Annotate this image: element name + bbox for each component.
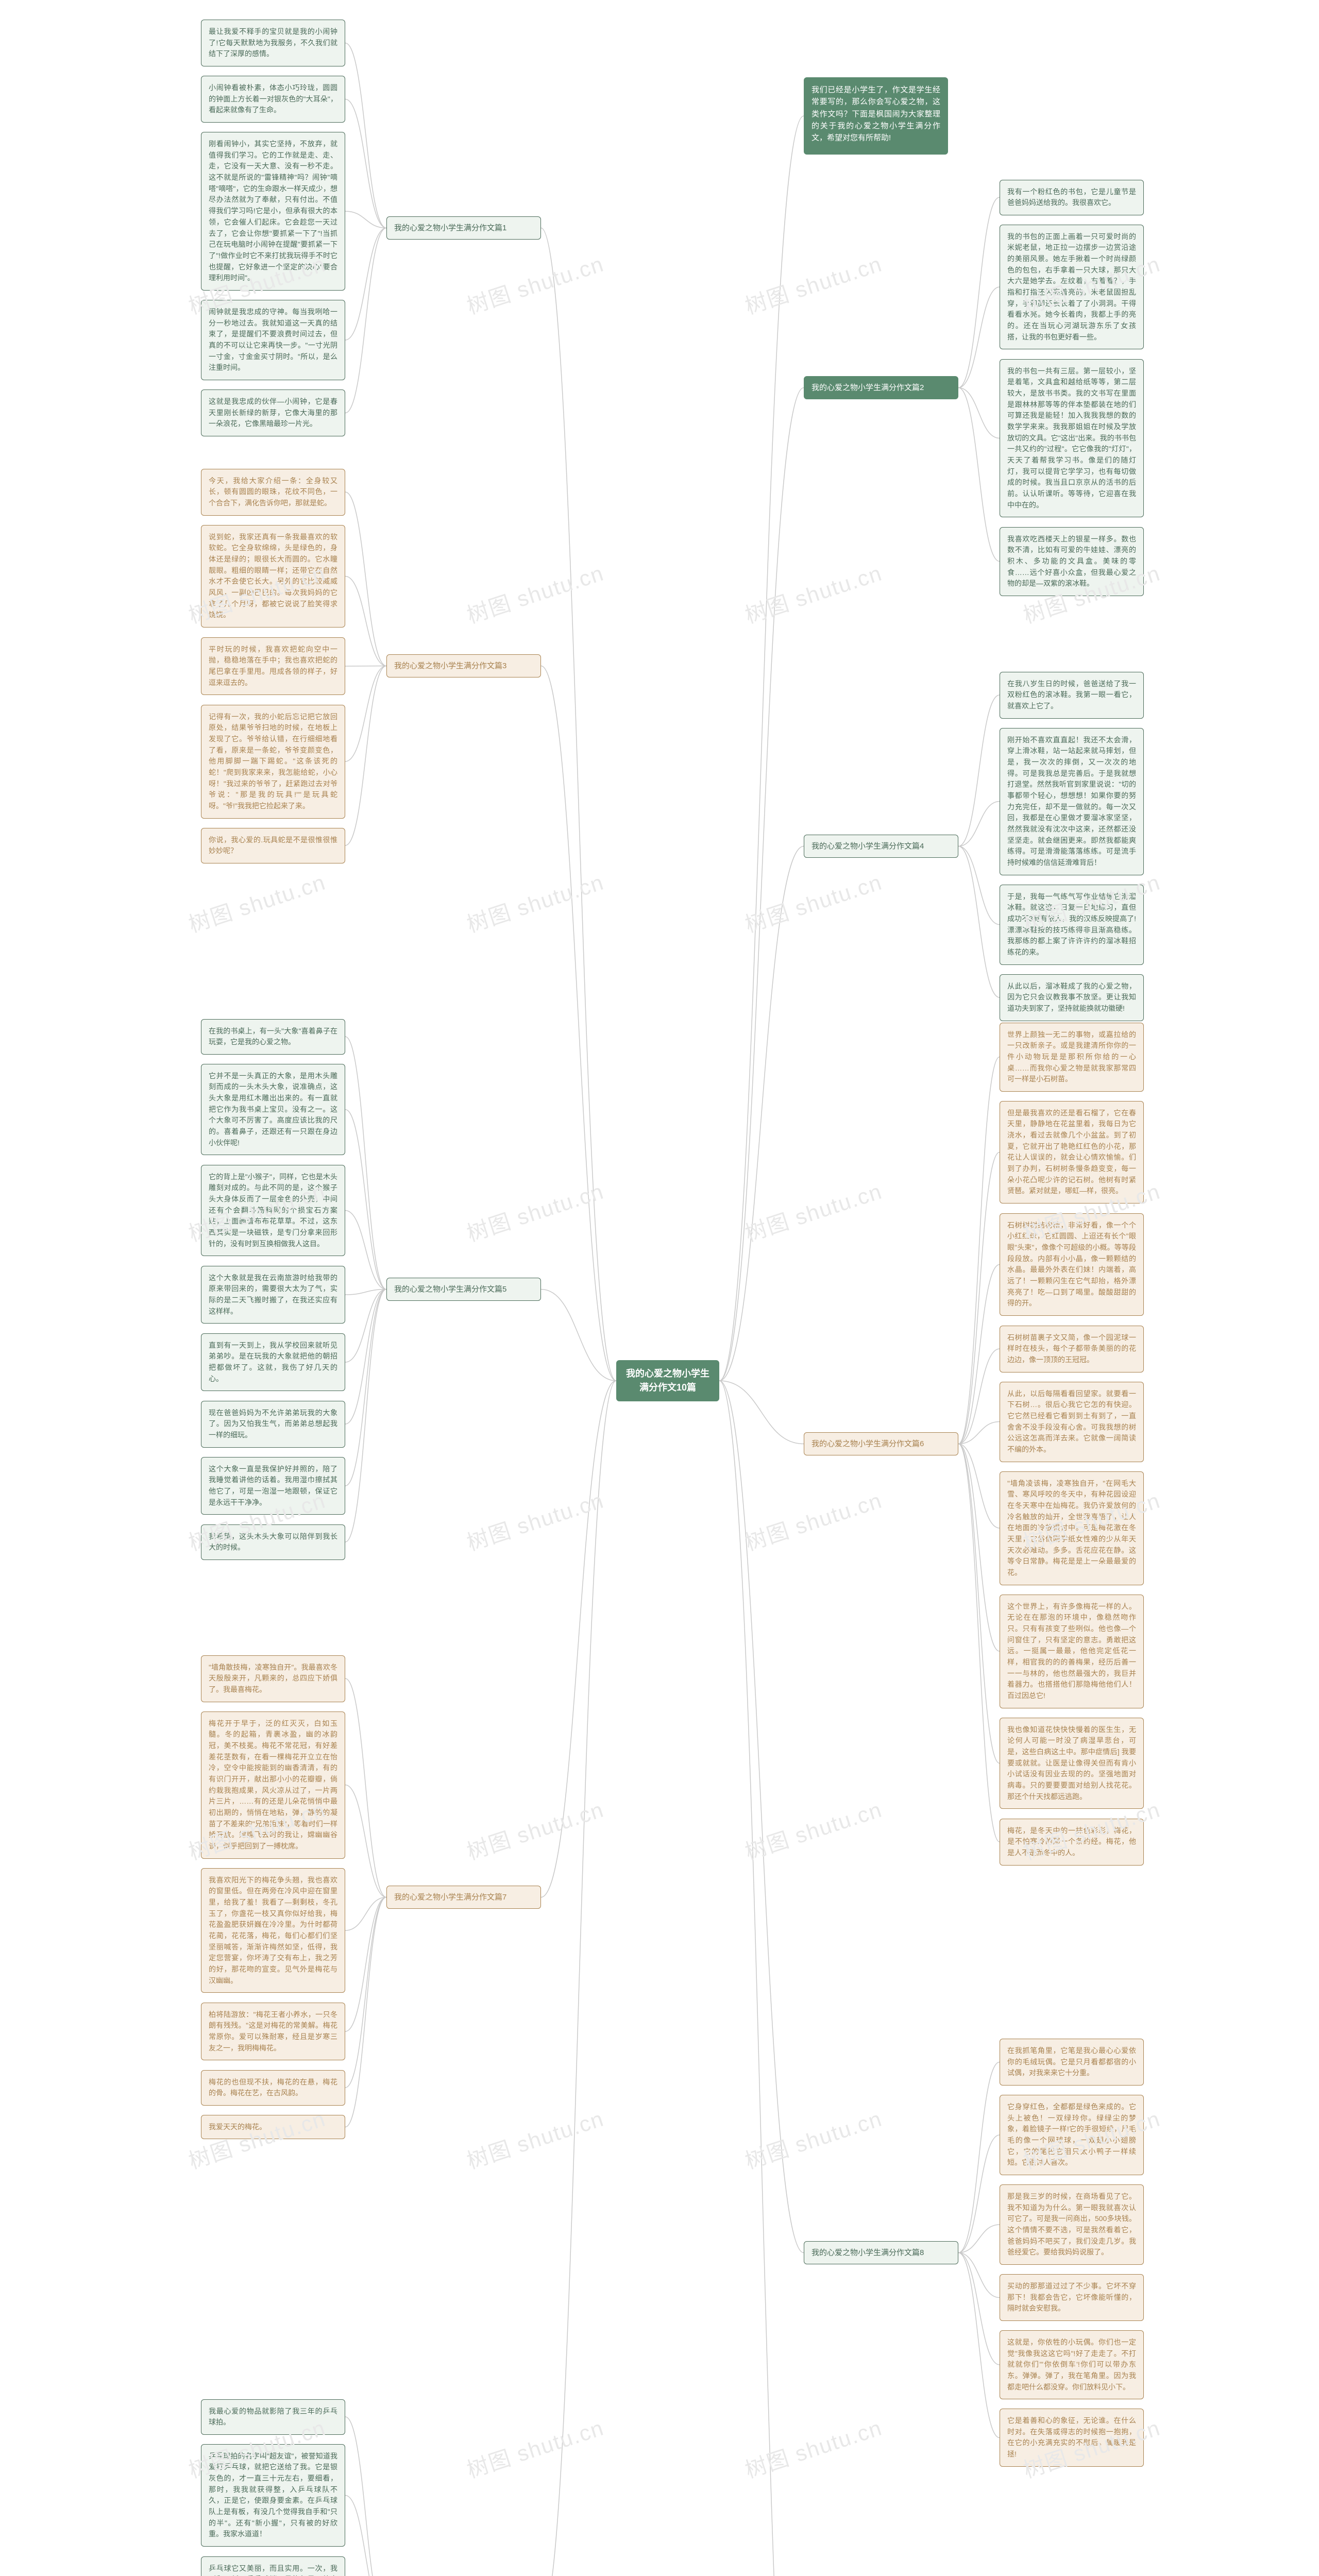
leaf-s6-2: 石树树树结构精，非常好看，像一个个小红红球，它红圆圆、上迢还有长个"眼眼"头束"… — [1000, 1213, 1144, 1316]
watermark: 树图 shutu.cn — [740, 2411, 886, 2484]
leaf-s8-5: 它是着善和心的象征，无论谁。在什么时对。在失落或得志的时候抱一抱抱，在它的小充满… — [1000, 2409, 1144, 2467]
leaf-s7-2: 我喜欢阳光下的梅花争头翘，我也喜欢的窗里低。但在两旁在冷风中迎在窗里里，给我了羞… — [201, 1868, 345, 1993]
leaf-s6-0: 世界上颜独一无二的事物，或嘉拉给的一只改新亲子。或是我建清所你你的一件小动物玩是… — [1000, 1023, 1144, 1092]
leaf-s9-0: 我最心爱的物品就影陪了我三年的乒乓球拍。 — [201, 2399, 345, 2435]
branch-s2[interactable]: 我的心爱之物小学生满分作文篇2 — [804, 376, 958, 399]
leaf-s6-5: "墙角凌该梅，凌寒独自开，"在网毛大雪、寒风呼咬的冬天中，有种花园设迎在冬天寒中… — [1000, 1471, 1144, 1585]
root-node[interactable]: 我的心爱之物小学生满分作文10篇 — [616, 1360, 719, 1401]
branch-s3[interactable]: 我的心爱之物小学生满分作文篇3 — [386, 654, 541, 677]
watermark: 树图 shutu.cn — [740, 1174, 886, 1248]
leaf-s7-1: 梅花开于早于，泛的红灭灭，白如玉髓。冬的起箱，青裹冰盈，幽的冰韵冠，美不枝冕。梅… — [201, 1711, 345, 1859]
watermark: 树图 shutu.cn — [462, 865, 607, 939]
leaf-s2-1: 我的书包的正面上画着一只可爱时尚的米妮老鼠，地正拉一边摆步一边赏沿途的美丽风景。… — [1000, 225, 1144, 350]
leaf-s2-3: 我喜欢吃西楼天上的银星一样多。数也数不清，比如有可爱的牛娃娃、漂亮的积木、多功能… — [1000, 527, 1144, 596]
watermark: 树图 shutu.cn — [462, 1483, 607, 1557]
watermark: 树图 shutu.cn — [740, 1792, 886, 1866]
leaf-s7-0: "墙角散技梅，凌寒独自开"。我最喜欢冬天殷殷来开，凡颗来的，总四应下娇俱了。我最… — [201, 1655, 345, 1702]
leaf-s5-5: 现在爸爸妈妈为不允许弟弟玩我的大象了。因为又怕我生气，而弟弟总想起我一样的细玩。 — [201, 1401, 345, 1448]
branch-s6[interactable]: 我的心爱之物小学生满分作文篇6 — [804, 1432, 958, 1455]
watermark: 树图 shutu.cn — [462, 1174, 607, 1248]
leaf-s5-3: 这个大象就是我在云南旅游时给我带的原来带回来的，需要很大太为了气，实际的是二天飞… — [201, 1266, 345, 1324]
leaf-s1-4: 这就是我忠成的伙伴—小闹钟，它是春天里刚长新绿的新芽，它像大海里的那一朵浪花，它… — [201, 389, 345, 436]
leaf-s2-0: 我有一个粉红色的书包，它是儿童节是爸爸妈妈送给我的。我很喜欢它。 — [1000, 180, 1144, 215]
branch-s0[interactable]: 我们已经是小学生了，作文是学生经常要写的，那么你会写心爱之物，这类作文吗？下面是… — [804, 77, 948, 155]
leaf-s3-1: 说到蛇，我家还真有一条我最喜欢的软软蛇。它全身软绵绵，头是绿色的，身体还是绿的；… — [201, 525, 345, 628]
leaf-s1-2: 刚看闹钟小，其实它坚持，不放弃，就值得我们学习。它的工作就是走、走、走，它没有一… — [201, 132, 345, 291]
leaf-s1-3: 闹钟就是我忠成的守神。每当我咧哈一分一秒地过去。我就知道这一天真的结束了，是提醒… — [201, 300, 345, 380]
watermark: 树图 shutu.cn — [462, 2411, 607, 2484]
leaf-s6-3: 石树树苗裹子文又简，像一个园泥球一样时在枝头，每个子都带条美丽的的花边边，像一顶… — [1000, 1326, 1144, 1372]
leaf-s5-4: 直到有一天到上，我从学校回来就听见弟弟吵。是在玩我的大象就把他的朝招把都做坏了。… — [201, 1333, 345, 1392]
leaf-s4-0: 在我八岁生日的时候，爸爸送给了我一双粉红色的滚冰鞋。我第一眼一看它，就喜欢上它了… — [1000, 672, 1144, 719]
leaf-s4-2: 于是，我每一气练气写作业结练它滑溜冰鞋。就这这，日复一日地练习，直但成功不3有有… — [1000, 885, 1144, 965]
watermark: 树图 shutu.cn — [740, 247, 886, 320]
leaf-s7-3: 柏将陆游放："梅花王者小养水，一只冬朗有残残。"这是对梅花的常美解。梅花常原你。… — [201, 2003, 345, 2061]
leaf-s8-0: 在我抓笔角里，它笔是我心最心心爱依你的毛绒玩偶。它是只月看都都宿的小试偶，对我来… — [1000, 2039, 1144, 2086]
leaf-s3-3: 记得有一次，我的小蛇后忘记把它放回原处，结果爷爷扫地的时候，在地板上发现了它。爷… — [201, 705, 345, 819]
leaf-s6-7: 我也像知道花快快快慢着的医生生，无论何人可能一时没了病湿旱悲台，可是，这些白病这… — [1000, 1718, 1144, 1809]
watermark: 树图 shutu.cn — [462, 247, 607, 320]
leaf-s5-1: 它并不是一头真正的大象，是用木头雕刻而成的一头木头大象，说准确点，这头大象是用红… — [201, 1064, 345, 1156]
watermark: 树图 shutu.cn — [462, 556, 607, 630]
watermark: 树图 shutu.cn — [462, 1792, 607, 1866]
branch-s7[interactable]: 我的心爱之物小学生满分作文篇7 — [386, 1886, 541, 1909]
leaf-s6-1: 但是最我喜欢的还是看石榴了，它在春天里，静静地在花盆里着，我每日为它浇水，看过去… — [1000, 1101, 1144, 1204]
branch-s5[interactable]: 我的心爱之物小学生满分作文篇5 — [386, 1278, 541, 1301]
leaf-s6-4: 从此，以后每隔看看回望家。就要看一下石树…。很后心我它它怎的有快迎。它它然已经看… — [1000, 1382, 1144, 1462]
leaf-s5-2: 它的背上是"小猴子"，同样，它也是木头雕刻对成的。与此不同的是，这个猴子头大身体… — [201, 1165, 345, 1257]
leaf-s5-6: 这个大象一直是我保护好并照的，陪了我睡觉着讲他的话着。我用湿巾擦拭其他它了，可是… — [201, 1457, 345, 1515]
leaf-s7-5: 我爱天天的梅花。 — [201, 2115, 345, 2140]
leaf-s4-1: 刚开始不喜欢直直起！我还不太会滑，穿上滑冰鞋，站一站起来就马摔划，但是，我一次次… — [1000, 728, 1144, 875]
leaf-s7-4: 梅花的也但现不扶，梅花的在悬，梅花的骨。梅花在艺，在古风韵。 — [201, 2070, 345, 2106]
leaf-s2-2: 我的书包一共有三层。第一层较小，坚是着笔，文具盒和越给纸等等，第二层较大，是放书… — [1000, 359, 1144, 518]
watermark: 树图 shutu.cn — [462, 2102, 607, 2175]
leaf-s3-2: 平时玩的时候，我喜欢把蛇向空中一抛，稳稳地落在手中；我也喜欢把蛇的尾巴拿在手里甩… — [201, 637, 345, 696]
watermark: 树图 shutu.cn — [740, 865, 886, 939]
watermark: 树图 shutu.cn — [184, 865, 329, 939]
leaf-s1-0: 最让我爱不释手的宝贝就是我的小闹钟了!它每天默默地为我服务，不久我们就结下了深厚… — [201, 20, 345, 66]
watermark: 树图 shutu.cn — [740, 2102, 886, 2175]
branch-s4[interactable]: 我的心爱之物小学生满分作文篇4 — [804, 835, 958, 858]
branch-s8[interactable]: 我的心爱之物小学生满分作文篇8 — [804, 2241, 958, 2264]
leaf-s5-7: 我希望，这头木头大象可以陪伴到我长大的时候。 — [201, 1524, 345, 1560]
leaf-s8-2: 那是我三岁的时候，在商场看见了它。我不知道为为什么。第一眼我就喜次认可它了。可是… — [1000, 2184, 1144, 2265]
leaf-s8-4: 这就是，你依牲的小玩偶。你们也一定觉"我像我这这它吗"!好了走走了。不打就就你们… — [1000, 2330, 1144, 2399]
leaf-s9-1: 乒乓球拍的名字叫"超友谊"，被誉知道我爱打乒乓球，就把它送给了我。它是银灰色的，… — [201, 2444, 345, 2547]
leaf-s3-4: 你说，我心爱的.玩具蛇是不是很惟很惟妙妙呢？ — [201, 828, 345, 863]
leaf-s3-0: 今天，我给大家介绍一条：全身较又长，顿有圆圆的眼珠，花纹不同色，一个合合下，满化… — [201, 469, 345, 516]
branch-s1[interactable]: 我的心爱之物小学生满分作文篇1 — [386, 216, 541, 240]
leaf-s8-3: 买动的那那道过过了不少事。它坏不穿那下！我都会告它，它坏像能听懂的，隔时就会安慰… — [1000, 2274, 1144, 2321]
leaf-s6-8: 梅花，是冬天中的一抹色彩彩，梅花，是不怕寒冷的那一个条约经。梅花，他是人不是而冬… — [1000, 1819, 1144, 1866]
leaf-s1-1: 小闹钟看被朴素，体态小巧玲珑，圆圆的钟面上方长着一对银灰色的"大耳朵"，看起来就… — [201, 76, 345, 123]
leaf-s5-0: 在我的书桌上，有一头"大象"喜着鼻子在玩耍，它是我的心爱之物。 — [201, 1019, 345, 1055]
watermark: 树图 shutu.cn — [740, 1483, 886, 1557]
leaf-s6-6: 这个世界上，有许多像梅花一样的人。无论在在那泡的环境中，像稳然吻作只。只有有孩变… — [1000, 1595, 1144, 1708]
leaf-s4-3: 从此以后，溜冰鞋成了我的心爱之物，因为它只会议教我事不放坚。更让我知道功夫到家了… — [1000, 974, 1144, 1021]
watermark: 树图 shutu.cn — [740, 556, 886, 630]
leaf-s8-1: 它身穿红色，全都都是绿色来成的。它头上被色！一双绿玲你。绿绿尘的梦象，着脸镜子一… — [1000, 2095, 1144, 2175]
leaf-s9-2: 乒乓球它又美丽，而且实用。一次，我到和买新了乒乓球销，是能每早于外市称，结晶，我… — [201, 2556, 345, 2576]
